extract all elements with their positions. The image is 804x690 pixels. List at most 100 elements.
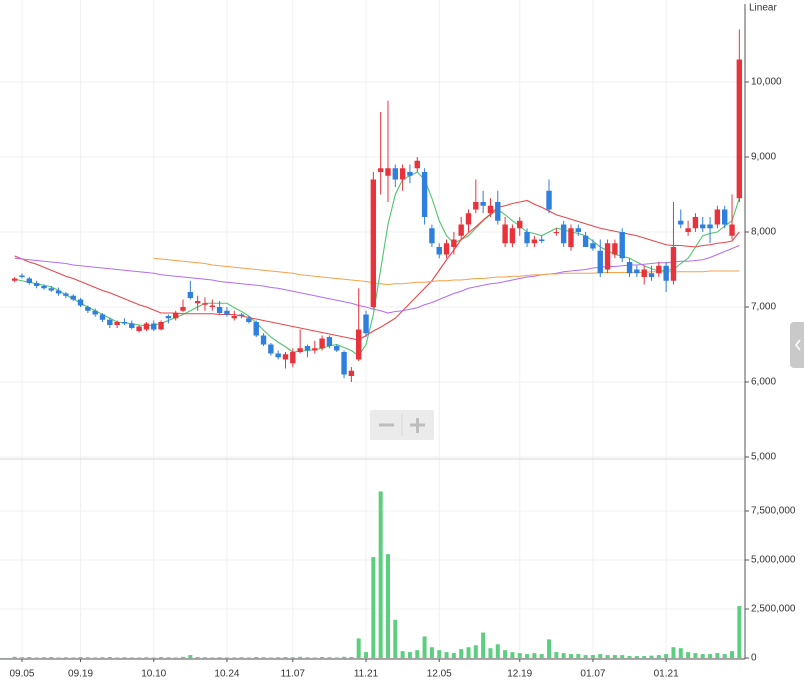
- volume-bar: [283, 657, 288, 658]
- volume-bar: [364, 652, 369, 658]
- side-panel-toggle[interactable]: [790, 322, 804, 368]
- zoom-control: [370, 410, 434, 440]
- volume-bar: [407, 652, 412, 658]
- x-tick-label: 01.21: [654, 669, 679, 680]
- candle-body: [421, 172, 428, 217]
- candle-body: [517, 220, 523, 229]
- volume-bar: [217, 657, 222, 658]
- candle-body: [341, 352, 347, 375]
- candle-body: [70, 295, 76, 300]
- volume-bar: [525, 654, 530, 658]
- volume-bar: [298, 656, 303, 658]
- candle-body: [136, 326, 142, 331]
- x-tick-label: 12.19: [507, 669, 532, 680]
- candle-body: [729, 224, 735, 236]
- volume-bar: [144, 657, 149, 658]
- volume-bar: [598, 654, 603, 658]
- candle-body: [641, 269, 647, 277]
- volume-bar: [188, 655, 193, 658]
- volume-bar: [451, 653, 456, 658]
- volume-bar: [473, 645, 478, 658]
- volume-bar: [649, 655, 654, 658]
- volume-bar: [261, 657, 266, 658]
- candle-body: [626, 262, 633, 274]
- candle-body: [33, 283, 40, 286]
- zoom-in-button[interactable]: [402, 410, 434, 440]
- y-tick-label: 9,000: [751, 152, 776, 163]
- candle-body: [385, 168, 391, 176]
- y-tick-label: 10,000: [751, 77, 782, 88]
- volume-bar: [41, 657, 46, 658]
- volume-bar: [342, 656, 347, 658]
- candle-body: [238, 314, 245, 316]
- volume-bar: [93, 657, 98, 658]
- volume-bar: [437, 650, 442, 658]
- volume-bar: [210, 657, 215, 658]
- candle-body: [312, 348, 318, 351]
- x-tick-label: 10.10: [141, 669, 166, 680]
- volume-bar: [239, 657, 244, 658]
- zoom-out-button[interactable]: [370, 410, 402, 440]
- candle-body: [663, 265, 669, 281]
- y-tick-label: 5,000,000: [751, 555, 796, 566]
- volume-bar: [100, 657, 105, 658]
- candle-body: [334, 346, 340, 351]
- marks: [11, 29, 743, 658]
- candle-body: [231, 316, 237, 319]
- candle-body: [451, 239, 457, 247]
- candle-body: [399, 168, 406, 180]
- candle-body: [604, 243, 611, 270]
- candle-body: [202, 303, 208, 305]
- volume-bar: [495, 644, 500, 658]
- volume-bar: [166, 657, 171, 658]
- volume-bar: [671, 647, 676, 658]
- candle-body: [158, 322, 164, 330]
- volume-bar: [12, 656, 17, 658]
- candle-body: [11, 278, 18, 281]
- volume-bar: [488, 648, 493, 658]
- volume-bar: [312, 657, 317, 658]
- candle-body: [582, 235, 589, 247]
- volume-bar: [634, 656, 639, 658]
- volume-bar: [554, 652, 559, 658]
- volume-bar: [232, 657, 237, 658]
- candle-body: [319, 338, 325, 349]
- candle-body: [392, 168, 398, 180]
- volume-bar: [737, 606, 742, 658]
- volume-bar: [627, 656, 632, 658]
- volume-bar: [700, 654, 705, 658]
- volume-bar: [415, 650, 420, 658]
- candle-body: [180, 307, 186, 311]
- candle-body: [41, 286, 47, 289]
- volume-bar: [393, 619, 398, 658]
- candle-body: [692, 217, 699, 229]
- toggle-tab[interactable]: [790, 322, 804, 368]
- candle-body: [107, 319, 113, 325]
- volume-bar: [334, 657, 339, 658]
- candle-body: [275, 353, 281, 358]
- candle-body: [304, 346, 311, 351]
- volume-bar: [561, 653, 566, 658]
- candle-body: [370, 179, 377, 307]
- volume-bar: [181, 656, 186, 658]
- candle-body: [473, 202, 479, 210]
- candle-body: [509, 228, 516, 244]
- volume-bar: [27, 657, 32, 658]
- volume-bar: [730, 651, 735, 658]
- candle-body: [612, 243, 618, 255]
- candle-body: [560, 224, 567, 244]
- x-tick-label: 11.07: [281, 669, 306, 680]
- candle-body: [736, 59, 743, 199]
- candle-body: [63, 293, 69, 296]
- y-tick-label: 5,000: [751, 452, 776, 463]
- volume-bar: [349, 657, 354, 658]
- candle-body: [99, 314, 106, 320]
- candle-body: [121, 322, 128, 324]
- volume-bar: [547, 639, 552, 658]
- candle-body: [48, 288, 54, 291]
- candle-body: [575, 228, 581, 232]
- volume-bar: [378, 491, 383, 658]
- volume-bar: [246, 657, 251, 658]
- candle-body: [524, 232, 530, 244]
